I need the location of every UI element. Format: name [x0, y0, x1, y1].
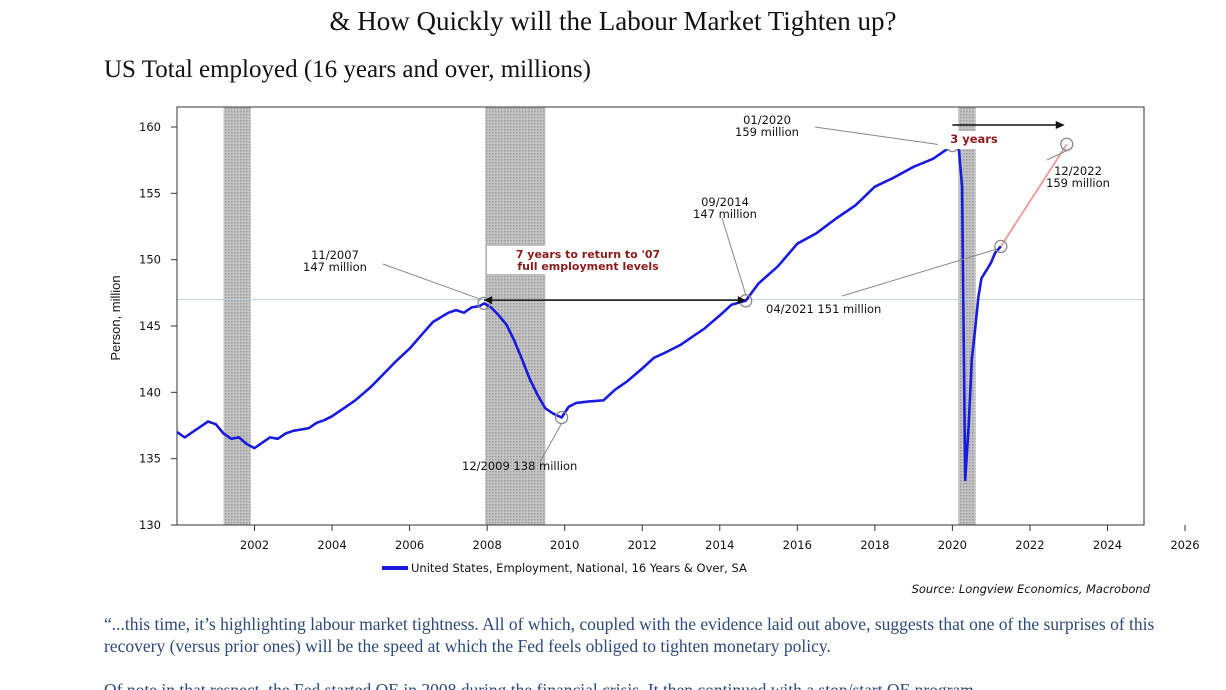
plot-frame: [176, 106, 1145, 526]
x-tick-label: 2014: [705, 538, 734, 552]
x-tick-label: 2010: [550, 538, 579, 552]
chart-source: Source: Longview Economics, Macrobond: [912, 582, 1151, 596]
annotation-line: 01/2020: [743, 113, 791, 127]
arrowhead-3-years: [1055, 121, 1065, 129]
y-tick-label: 130: [139, 518, 161, 532]
annotation-7-years: 7 years to return to '07 full employment …: [516, 248, 660, 273]
axes: 130 135 140 145 150 155 160 2002 2004 2006 2008 201…: [139, 120, 1200, 552]
annotation-line: 12/2022: [1054, 164, 1102, 178]
x-tick-label: 2006: [395, 538, 424, 552]
y-tick-label: 145: [139, 319, 161, 333]
employment-chart: 130 135 140 145 150 155 160 2002 2004 2006 2008 201…: [108, 106, 1200, 596]
annotation-2020: 01/2020 159 million: [735, 113, 799, 139]
arrowhead-right: [737, 296, 746, 305]
body-paragraph-2: Of note in that respect, the Fed started…: [104, 680, 974, 690]
leader-2014: [721, 217, 747, 295]
legend: United States, Employment, National, 16 …: [382, 561, 747, 575]
x-tick-label: 2026: [1170, 538, 1199, 552]
annotation-2014: 09/2014 147 million: [693, 195, 757, 221]
y-tick-label: 155: [139, 186, 161, 200]
series-layer: [176, 141, 1068, 482]
x-tick-label: 2002: [240, 538, 269, 552]
annotation-2007: 11/2007 147 million: [303, 248, 367, 274]
x-tick-label: 2022: [1015, 538, 1044, 552]
annotation-line: 04/2021 151 million: [766, 302, 881, 316]
x-tick-label: 2012: [628, 538, 657, 552]
projection-line: [1000, 143, 1068, 247]
legend-swatch: [382, 566, 408, 570]
annotation-line: 147 million: [693, 207, 757, 221]
leader-2009: [539, 423, 563, 463]
y-axis-label: Person, million: [108, 275, 123, 360]
x-tick-label: 2008: [473, 538, 502, 552]
x-tick-label: 2020: [938, 538, 967, 552]
y-tick-label: 135: [139, 452, 161, 466]
annotation-2009: 12/2009 138 million: [462, 459, 577, 473]
x-tick-label: 2018: [860, 538, 889, 552]
recession-band: [485, 107, 546, 525]
leader-2007: [382, 263, 482, 300]
leader-2021: [841, 248, 996, 297]
y-tick-label: 160: [139, 120, 161, 134]
annotation-line: 3 years: [950, 132, 998, 146]
body-paragraph-1: “...this time, it’s highlighting labour …: [104, 614, 1155, 656]
leader-2020: [814, 126, 947, 147]
chart-subtitle: US Total employed (16 years and over, mi…: [104, 56, 591, 83]
annotation-2021: 04/2021 151 million: [766, 302, 881, 316]
recession-band: [223, 107, 251, 525]
annotation-3-years: 3 years: [950, 132, 998, 146]
annotation-line: full employment levels: [517, 260, 659, 273]
leader-2022: [1046, 147, 1072, 161]
legend-label: United States, Employment, National, 16 …: [411, 561, 747, 575]
y-tick-label: 140: [139, 385, 161, 399]
page-title: & How Quickly will the Labour Market Tig…: [329, 6, 897, 36]
y-tick-label: 150: [139, 253, 161, 267]
annotation-line: 7 years to return to '07: [516, 248, 660, 261]
x-tick-label: 2016: [783, 538, 812, 552]
series-line: [176, 141, 1002, 482]
annotation-line: 12/2009 138 million: [462, 459, 577, 473]
arrowhead-left: [484, 296, 493, 305]
label-bg-7-years: [487, 246, 687, 274]
annotation-2022: 12/2022 159 million: [1046, 164, 1110, 190]
annotation-line: 159 million: [1046, 176, 1110, 190]
label-bg-3-years: [938, 131, 1008, 149]
annotation-line: 159 million: [735, 125, 799, 139]
marker-2007: [477, 296, 491, 311]
annotation-line: 11/2007: [311, 248, 359, 262]
x-tick-label: 2004: [317, 538, 346, 552]
annotation-line: 09/2014: [701, 195, 749, 209]
recession-bands: [223, 107, 976, 525]
annotation-line: 147 million: [303, 260, 367, 274]
x-tick-label: 2024: [1093, 538, 1122, 552]
marker-2021: [994, 239, 1008, 254]
